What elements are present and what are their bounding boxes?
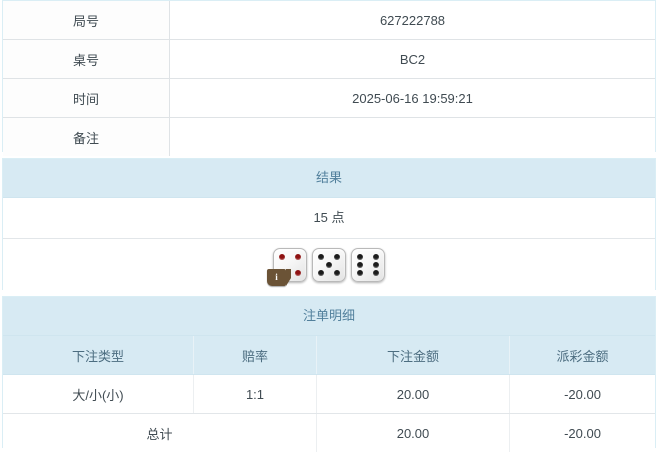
cell-odds: 1:1: [193, 374, 317, 414]
die-pip: [295, 270, 301, 276]
bet-detail-table: 下注类型 赔率 下注金额 派彩金额 大/小(小) 1:1 20.00 -20.0…: [3, 336, 655, 452]
cell-total-bet-amount: 20.00: [316, 413, 510, 452]
die-pip: [334, 270, 340, 276]
die-pip: [318, 254, 324, 260]
table-row: 大/小(小) 1:1 20.00 -20.00: [3, 374, 655, 414]
info-value-remark: [169, 117, 655, 156]
result-total-points: 15 点: [3, 198, 655, 239]
info-label-table-no: 桌号: [3, 39, 170, 79]
round-info-panel: 局号 627222788 桌号 BC2 时间 2025-06-16 19:59:…: [2, 0, 656, 156]
die-pip: [373, 254, 379, 260]
info-value-time: 2025-06-16 19:59:21: [169, 78, 655, 118]
die-pip: [334, 254, 340, 260]
column-header-bet-type: 下注类型: [3, 336, 194, 375]
dice-row: i: [3, 239, 655, 291]
table-row: 备注: [3, 117, 655, 156]
info-value-round-no: 627222788: [169, 1, 655, 40]
bet-section-title: 注单明细: [3, 297, 655, 336]
result-panel: 结果 15 点 i: [2, 158, 656, 291]
cell-payout-amount: -20.00: [509, 374, 655, 414]
table-header-row: 下注类型 赔率 下注金额 派彩金额: [3, 336, 655, 375]
result-section-title: 结果: [3, 159, 655, 198]
cell-bet-type: 大/小(小): [3, 374, 194, 414]
die-pip: [357, 254, 363, 260]
die-3: [351, 248, 385, 282]
info-label-time: 时间: [3, 78, 170, 118]
die-pip: [373, 262, 379, 268]
die-pip: [295, 254, 301, 260]
cell-total-label: 总计: [3, 413, 317, 452]
table-row: 局号 627222788: [3, 1, 655, 40]
table-total-row: 总计 20.00 -20.00: [3, 413, 655, 452]
round-info-table: 局号 627222788 桌号 BC2 时间 2025-06-16 19:59:…: [3, 1, 655, 156]
column-header-odds: 赔率: [193, 336, 317, 375]
column-header-payout-amount: 派彩金额: [509, 336, 655, 375]
info-label-round-no: 局号: [3, 1, 170, 40]
die-2: [312, 248, 346, 282]
info-tag-icon: i: [267, 269, 291, 286]
die-pip: [326, 262, 332, 268]
column-header-bet-amount: 下注金额: [316, 336, 510, 375]
cell-total-payout-amount: -20.00: [509, 413, 655, 452]
die-pip: [373, 270, 379, 276]
cell-bet-amount: 20.00: [316, 374, 510, 414]
bet-detail-panel: 注单明细 下注类型 赔率 下注金额 派彩金额 大/小(小) 1:1 20.00 …: [2, 296, 656, 452]
table-row: 时间 2025-06-16 19:59:21: [3, 78, 655, 118]
table-row: 桌号 BC2: [3, 39, 655, 79]
die-pip: [318, 270, 324, 276]
die-pip: [357, 270, 363, 276]
die-pip: [357, 262, 363, 268]
die-1: i: [267, 248, 307, 286]
info-value-table-no: BC2: [169, 39, 655, 79]
info-label-remark: 备注: [3, 117, 170, 156]
die-pip: [279, 254, 285, 260]
